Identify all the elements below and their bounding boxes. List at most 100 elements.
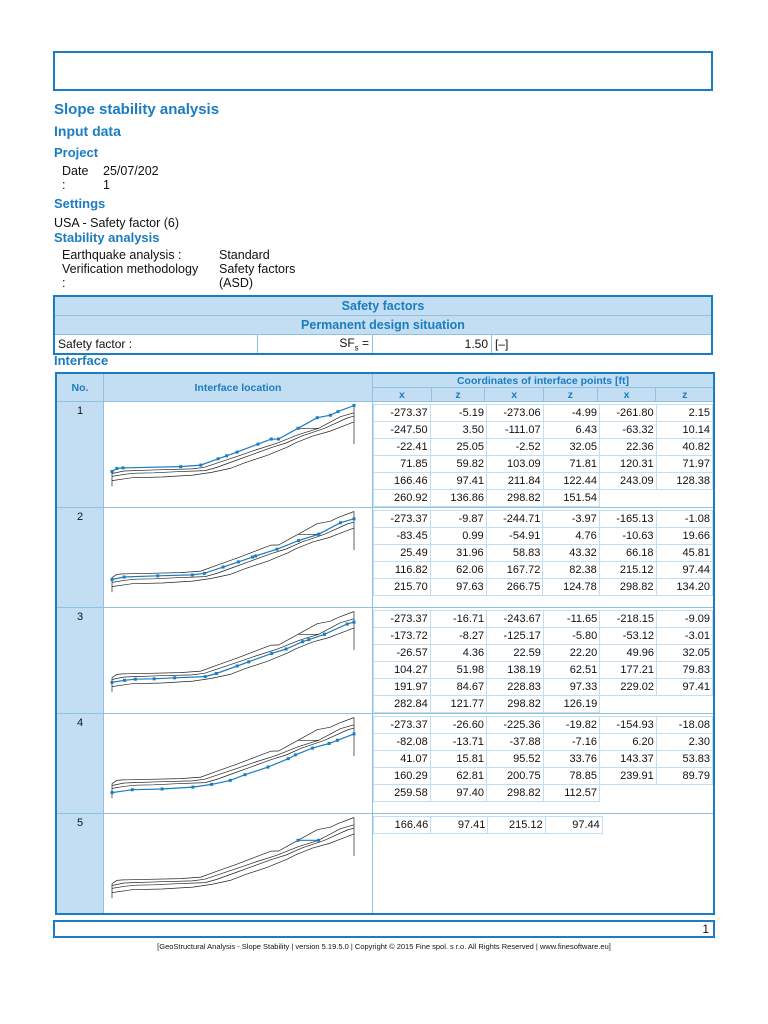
interface-point: [203, 675, 207, 679]
interface-point: [286, 757, 290, 761]
interface-line: [111, 627, 355, 687]
date-value: 25/07/202: [103, 164, 159, 178]
interface-line: [111, 521, 355, 583]
x-value: -218.15: [599, 610, 657, 628]
x-value: 298.82: [486, 695, 544, 713]
settings-value: USA - Safety factor (6): [54, 216, 180, 230]
interface-point: [247, 660, 251, 664]
footer: [GeoStructural Analysis - Slope Stabilit…: [157, 942, 611, 951]
date-colon: :: [62, 178, 66, 192]
x-value: 143.37: [599, 750, 657, 768]
date-value-cont: 1: [103, 178, 110, 192]
interface-point: [133, 677, 137, 681]
z-value: 10.14: [655, 421, 714, 439]
interface-point: [115, 466, 119, 470]
x-value: 282.84: [373, 695, 431, 713]
z-value: -3.97: [542, 510, 600, 528]
x-value: -165.13: [598, 510, 657, 528]
interface-number: 4: [55, 713, 104, 814]
header-box: [53, 51, 713, 91]
col-location: Interface location: [103, 372, 373, 402]
interface-point: [110, 680, 114, 684]
x-value: 298.82: [598, 578, 657, 596]
interface-point: [317, 532, 321, 536]
x-value: 22.59: [486, 644, 544, 662]
section-interface: Interface: [54, 353, 109, 368]
interface-point: [121, 466, 125, 470]
interface-point: [123, 678, 127, 682]
z-value: 121.77: [429, 695, 488, 713]
interface-location-image: [103, 813, 373, 915]
z-value: 4.76: [542, 527, 600, 545]
z-value: 97.33: [542, 678, 601, 696]
col-z: z: [655, 387, 715, 402]
col-x: x: [372, 387, 432, 402]
interface-line: [111, 717, 355, 784]
x-value: 215.70: [373, 578, 431, 596]
interface-point: [191, 785, 195, 789]
interface-point: [236, 560, 240, 564]
z-value: 134.20: [655, 578, 714, 596]
verification-value: Safety factors: [219, 262, 296, 276]
x-value: -225.36: [485, 716, 544, 734]
interface-table: No. Interface location Coordinates of in…: [55, 372, 715, 915]
interface-point: [317, 838, 321, 842]
z-value: 97.44: [655, 561, 714, 579]
interface-row: 5 166.46 97.41 215.12 97.44: [55, 813, 715, 915]
interface-point: [160, 787, 164, 791]
x-value: 298.82: [485, 784, 544, 802]
sf-symbol: SFs =: [257, 334, 373, 355]
interface-point: [352, 620, 356, 624]
interface-line: [111, 724, 355, 786]
x-value: 66.18: [598, 544, 657, 562]
interface-point: [243, 773, 247, 777]
interface-point: [173, 676, 177, 680]
z-value: 71.81: [542, 455, 600, 473]
x-value: -54.91: [485, 527, 544, 545]
x-value: 104.27: [373, 661, 431, 679]
x-value: 200.75: [485, 767, 544, 785]
interface-number: 2: [55, 507, 104, 608]
interface-point: [190, 573, 194, 577]
x-value: -261.80: [598, 404, 657, 422]
interface-point: [179, 465, 183, 469]
interface-point: [328, 413, 332, 417]
section-project: Project: [54, 145, 99, 160]
interface-point: [122, 575, 126, 579]
empty-cell: [657, 696, 713, 713]
z-value: -9.09: [656, 610, 713, 628]
col-z: z: [430, 387, 486, 402]
z-value: 122.44: [542, 472, 600, 490]
z-value: 62.81: [429, 767, 487, 785]
coordinates-table: -273.37 -26.60 -225.36 -19.82 -154.93 -18.08 -…: [373, 716, 714, 802]
interface-point: [275, 547, 279, 551]
z-value: 32.05: [656, 644, 713, 662]
x-value: 95.52: [485, 750, 544, 768]
x-value: -82.08: [373, 733, 431, 751]
interface-point: [256, 442, 260, 446]
x-value: -125.17: [486, 627, 544, 645]
x-value: 138.19: [486, 661, 544, 679]
interface-line: [111, 527, 355, 587]
z-value: -13.71: [429, 733, 487, 751]
z-value: 97.41: [656, 678, 713, 696]
x-value: -273.06: [485, 404, 544, 422]
z-value: 124.78: [542, 578, 600, 596]
interface-point: [270, 651, 274, 655]
interface-sketch: [110, 403, 356, 487]
safety-factors-table: Safety factors Permanent design situatio…: [53, 295, 713, 356]
interface-row: 2 -273.37 -9.87 -244.71 -3.97 -165.13 -1.08 -83…: [55, 507, 715, 608]
z-value: 62.51: [542, 661, 601, 679]
z-value: -1.08: [655, 510, 714, 528]
z-value: 6.43: [542, 421, 600, 439]
x-value: 215.12: [487, 816, 546, 834]
z-value: 25.05: [429, 438, 487, 456]
x-value: 259.58: [373, 784, 431, 802]
z-value: 53.83: [655, 750, 714, 768]
interface-line: [111, 618, 355, 680]
x-value: 25.49: [373, 544, 431, 562]
z-value: -26.60: [429, 716, 487, 734]
interface-point: [277, 437, 281, 441]
z-value: 2.30: [655, 733, 714, 751]
interface-location-image: [103, 713, 373, 814]
